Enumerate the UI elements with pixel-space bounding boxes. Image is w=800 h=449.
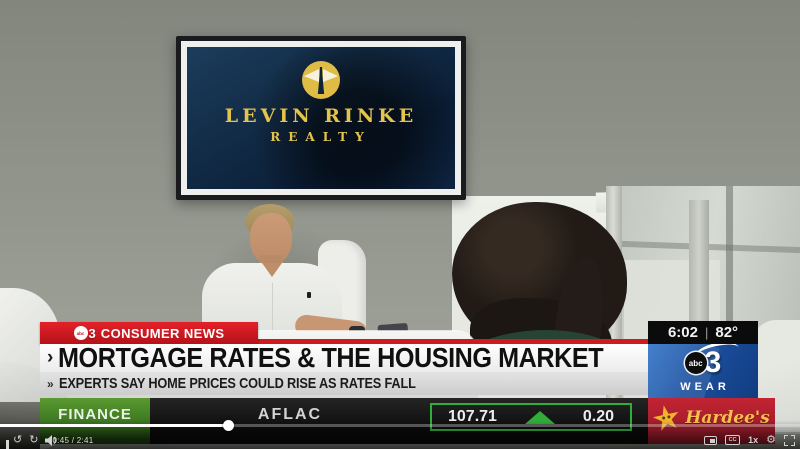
realty-logo-word: REALTY <box>270 130 372 144</box>
progress-knob[interactable] <box>223 420 234 431</box>
wall-tv: LEVIN RINKE REALTY <box>176 36 466 200</box>
glass-frame-line <box>622 240 800 254</box>
subheadline-text: EXPERTS SAY HOME PRICES COULD RISE AS RA… <box>58 375 416 392</box>
ticker-symbol: AFLAC <box>257 406 323 423</box>
shirt-placket <box>272 283 273 346</box>
headline-text: MORTGAGE RATES & THE HOUSING MARKET <box>58 344 604 372</box>
wall-pillar <box>689 200 709 328</box>
rewind-button[interactable]: ↺ <box>13 433 23 446</box>
realty-logo: LEVIN RINKE REALTY <box>187 61 455 144</box>
station-channel-number: 3 <box>704 346 722 379</box>
lighthouse-icon <box>302 61 340 99</box>
headline-banner: › MORTGAGE RATES & THE HOUSING MARKET <box>40 344 648 372</box>
player-controls-right: CC 1x ⚙ <box>704 432 795 448</box>
badge-label: CONSUMER NEWS <box>100 325 225 341</box>
settings-gear-icon[interactable]: ⚙ <box>766 433 776 446</box>
glass-frame-line <box>726 186 733 434</box>
abc3-logo: abc 3 <box>648 344 758 380</box>
pip-button[interactable] <box>704 435 718 445</box>
playback-speed-button[interactable]: 1x <box>748 435 759 445</box>
lapel-mic <box>307 292 311 298</box>
double-chevron-icon: » <box>47 376 54 391</box>
tv-screen: LEVIN RINKE REALTY <box>187 47 455 189</box>
fullscreen-button[interactable] <box>784 434 795 446</box>
station-logo-box: abc 3 WEAR <box>648 344 758 398</box>
station-callsign: WEAR <box>680 381 730 393</box>
progress-played <box>0 424 228 427</box>
shirt-collar <box>262 263 282 277</box>
channel-number: 3 <box>88 325 96 341</box>
realty-logo-name: LEVIN RINKE <box>224 105 418 127</box>
captions-button[interactable]: CC <box>725 435 741 445</box>
temperature: 82° <box>715 324 739 341</box>
subheadline-banner: » EXPERTS SAY HOME PRICES COULD RISE AS … <box>40 372 648 395</box>
banner-accent-line <box>40 339 648 344</box>
clock-time: 6:02 <box>667 324 698 341</box>
progress-bar[interactable] <box>0 424 800 427</box>
chevron-icon: › <box>47 347 54 368</box>
forward-button[interactable]: ↻ <box>29 433 39 446</box>
time-temp-bar: 6:02 | 82° <box>648 321 758 344</box>
divider: | <box>704 325 709 340</box>
consumer-news-badge: abc 3 CONSUMER NEWS <box>40 322 258 344</box>
time-display: 0:45 / 2:41 <box>52 435 94 445</box>
abc-logo-icon: abc <box>73 326 88 340</box>
player-controls-left: ↺ ↻ 0:45 / 2:41 <box>6 432 94 449</box>
abc-circle-icon: abc <box>684 352 707 374</box>
